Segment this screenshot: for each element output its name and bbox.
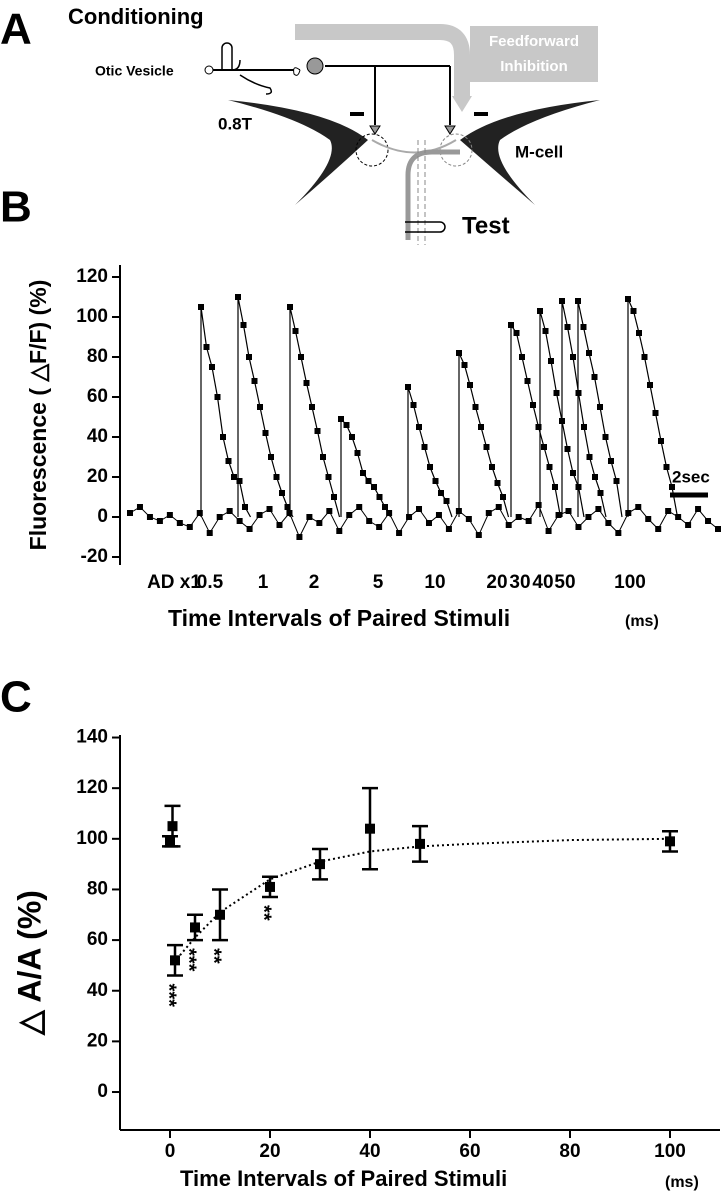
y-tick-label: 120	[76, 266, 108, 287]
y-tick-label: 40	[87, 426, 108, 447]
electrode	[221, 42, 233, 70]
data-point	[665, 836, 675, 847]
scale-bar-label: 2sec	[672, 467, 710, 486]
arrow-head	[452, 96, 472, 112]
baseline-line	[129, 503, 719, 539]
panel-label: A	[0, 5, 32, 54]
data-point	[167, 821, 178, 832]
trace-line	[289, 306, 341, 518]
x-category-label: 40	[532, 572, 553, 593]
y-axis-label: Fluorescence ( △F/F) (%)	[25, 280, 51, 551]
y-tick-label: -20	[81, 546, 108, 567]
y-tick-label: 80	[87, 878, 108, 899]
diagram-label: Conditioning	[68, 4, 204, 29]
diagram-label: Feedforward	[489, 33, 579, 50]
y-tick-label: 120	[76, 777, 108, 798]
trace-line	[340, 417, 392, 518]
data-point	[365, 823, 375, 834]
trace-line	[539, 310, 585, 518]
trace-line	[577, 300, 623, 518]
trace-line	[510, 323, 562, 518]
synapse	[293, 67, 301, 76]
terminal	[444, 125, 456, 135]
trace-line	[627, 298, 679, 518]
y-tick-label: 140	[76, 727, 108, 748]
x-category-label: 50	[554, 572, 575, 593]
y-tick-label: 20	[87, 1030, 108, 1051]
significance: **	[253, 905, 275, 921]
y-axis-label: △ A/A (%)	[11, 890, 47, 1036]
label-box	[470, 26, 598, 82]
x-unit: (ms)	[625, 613, 659, 630]
x-category-label: 5	[373, 572, 384, 593]
interneuron	[306, 57, 324, 75]
minus	[474, 112, 488, 116]
y-tick-label: 20	[87, 466, 108, 487]
data-point	[415, 838, 425, 849]
axon-cross	[371, 139, 457, 154]
diagram-label: Inhibition	[500, 58, 567, 75]
x-tick-label: 60	[459, 1141, 480, 1162]
m-cell-left	[228, 100, 368, 205]
x-category-label: 1	[258, 572, 269, 593]
y-tick-label: 40	[87, 980, 108, 1001]
stim-lead	[239, 74, 273, 95]
trace-line	[200, 306, 252, 518]
y-tick-label: 0	[97, 1081, 108, 1102]
y-tick-label: 0	[97, 506, 108, 527]
x-category-label: AD x1	[147, 572, 201, 593]
terminal	[369, 125, 381, 135]
x-tick-label: 100	[654, 1141, 686, 1162]
inhibition-arrow	[295, 24, 470, 98]
panel-label: C	[0, 673, 32, 722]
trace-line	[458, 352, 510, 518]
data-point	[165, 836, 175, 847]
electrode	[231, 59, 241, 71]
minus	[350, 112, 364, 116]
test-axon	[405, 149, 460, 240]
x-tick-label: 0	[165, 1141, 176, 1162]
synapse-ring	[439, 133, 473, 167]
data-point	[315, 859, 325, 870]
otic-vesicle	[204, 65, 214, 75]
x-axis-label: Time Intervals of Paired Stimuli	[168, 605, 510, 631]
diagram-label: Otic Vesicle	[95, 63, 174, 79]
y-tick-label: 60	[87, 386, 108, 407]
test-electrode	[405, 221, 446, 233]
diagram	[204, 24, 600, 245]
x-category-label: 20	[486, 572, 507, 593]
trace-line	[407, 386, 453, 518]
synapse-ring	[355, 133, 389, 167]
significance: **	[203, 948, 225, 964]
x-category-label: 100	[614, 572, 646, 593]
data-point	[215, 909, 225, 920]
significance: ***	[178, 948, 200, 972]
x-category-label: 2	[309, 572, 320, 593]
data-point	[190, 922, 200, 933]
m-cell-right	[460, 100, 600, 205]
trace-line	[237, 296, 294, 518]
y-tick-label: 100	[76, 306, 108, 327]
diagram-label: Test	[462, 212, 510, 239]
x-tick-label: 20	[259, 1141, 280, 1162]
x-axis-label: Time Intervals of Paired Stimuli	[180, 1166, 507, 1191]
trace-line	[561, 300, 607, 518]
y-tick-label: 100	[76, 828, 108, 849]
x-tick-label: 80	[559, 1141, 580, 1162]
x-category-label: 0.5	[197, 572, 224, 593]
y-tick-label: 80	[87, 346, 108, 367]
data-point	[170, 955, 180, 966]
x-category-label: 10	[424, 572, 445, 593]
significance: ***	[158, 984, 180, 1008]
x-unit: (ms)	[665, 1174, 699, 1191]
y-tick-label: 60	[87, 929, 108, 950]
diagram-label: M-cell	[515, 142, 563, 161]
fit-curve	[179, 837, 671, 956]
x-category-label: 30	[509, 572, 530, 593]
panel-label: B	[0, 183, 32, 232]
diagram-label: 0.8T	[218, 114, 253, 133]
x-tick-label: 40	[359, 1141, 380, 1162]
data-point	[265, 881, 275, 892]
